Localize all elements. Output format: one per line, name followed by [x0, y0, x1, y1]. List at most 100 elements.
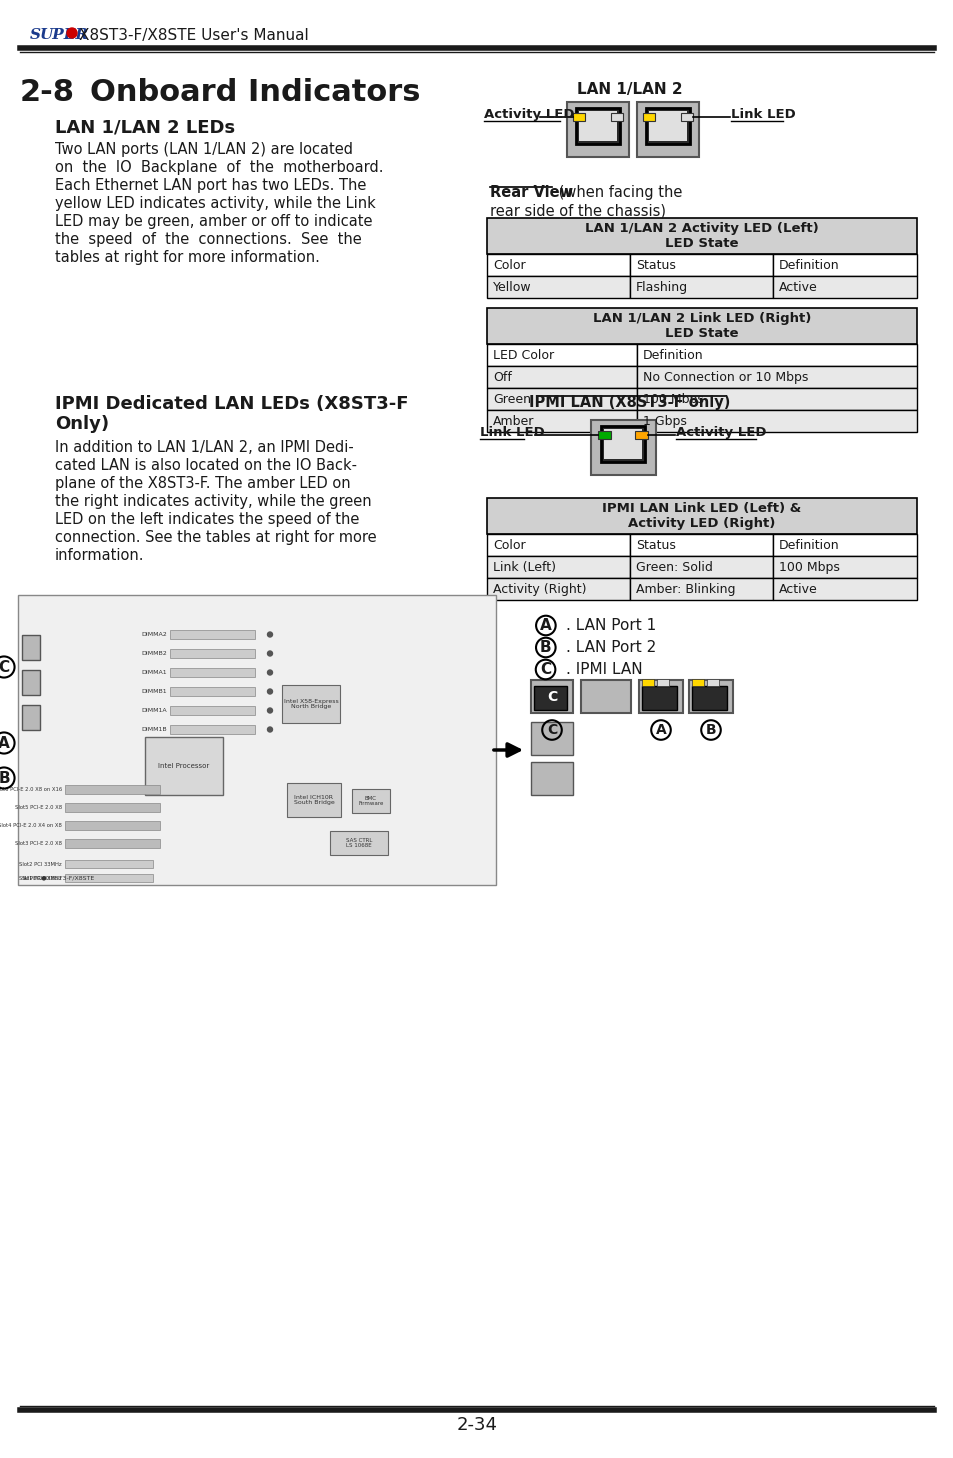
Bar — [648, 111, 686, 141]
Bar — [486, 308, 916, 344]
Text: Slot2 PCI 33MHz: Slot2 PCI 33MHz — [19, 862, 62, 866]
Bar — [576, 108, 619, 144]
Bar — [65, 873, 152, 882]
Bar — [330, 831, 388, 854]
Text: Definition: Definition — [642, 348, 703, 362]
Text: Link LED: Link LED — [730, 108, 795, 121]
Circle shape — [267, 671, 273, 675]
Text: IPMI LAN (X8ST3-F only): IPMI LAN (X8ST3-F only) — [529, 395, 730, 410]
Text: Intel Processor: Intel Processor — [158, 763, 210, 768]
Circle shape — [267, 728, 273, 732]
Text: . LAN Port 1: . LAN Port 1 — [565, 618, 656, 633]
Bar — [486, 410, 637, 432]
Text: Activity LED: Activity LED — [676, 426, 765, 439]
Bar — [18, 595, 496, 885]
Bar — [637, 366, 916, 388]
Bar — [629, 577, 772, 601]
Bar — [610, 114, 622, 121]
Bar — [531, 679, 573, 713]
Text: A: A — [655, 723, 666, 736]
Bar — [772, 254, 916, 276]
Text: Onboard Indicators: Onboard Indicators — [90, 77, 420, 106]
Bar — [688, 679, 732, 713]
Bar — [772, 276, 916, 297]
Text: DIMMB2: DIMMB2 — [141, 652, 167, 656]
Text: Slot1 PCI 33MHz: Slot1 PCI 33MHz — [19, 875, 62, 881]
Bar — [486, 577, 629, 601]
Text: Slot4 PCI-E 2.0 X4 on X8: Slot4 PCI-E 2.0 X4 on X8 — [0, 822, 62, 828]
Text: SAS CTRL
LS 1068E: SAS CTRL LS 1068E — [345, 837, 372, 849]
Bar — [600, 426, 644, 462]
Bar — [641, 687, 677, 710]
Bar — [706, 679, 719, 687]
Bar — [486, 366, 637, 388]
Text: C: C — [0, 659, 10, 675]
Bar — [637, 410, 916, 432]
Bar — [282, 685, 339, 723]
Text: Green: Green — [493, 392, 531, 405]
Bar — [486, 534, 629, 555]
Text: . IPMI LAN: . IPMI LAN — [565, 662, 642, 677]
Text: Yellow: Yellow — [493, 280, 531, 293]
Text: on  the  IO  Backplane  of  the  motherboard.: on the IO Backplane of the motherboard. — [55, 160, 383, 175]
Bar — [65, 860, 152, 868]
Text: Activity LED: Activity LED — [483, 108, 574, 121]
Bar — [486, 344, 637, 366]
Bar — [531, 722, 573, 755]
Text: LAN 1/LAN 2 LEDs: LAN 1/LAN 2 LEDs — [55, 118, 234, 136]
Text: cated LAN is also located on the IO Back-: cated LAN is also located on the IO Back… — [55, 458, 356, 472]
Bar — [352, 789, 390, 814]
Text: Amber: Blinking: Amber: Blinking — [636, 583, 735, 595]
Bar — [629, 276, 772, 297]
Text: 100 Mbps: 100 Mbps — [642, 392, 703, 405]
Bar — [287, 783, 340, 816]
Text: LED may be green, amber or off to indicate: LED may be green, amber or off to indica… — [55, 214, 372, 229]
Bar — [635, 432, 647, 439]
Text: In addition to LAN 1/LAN 2, an IPMI Dedi-: In addition to LAN 1/LAN 2, an IPMI Dedi… — [55, 440, 354, 455]
Bar — [486, 254, 629, 276]
Bar — [637, 388, 916, 410]
Text: 100 Mbps: 100 Mbps — [779, 560, 839, 573]
Text: UPER: UPER — [40, 28, 89, 42]
Bar — [691, 687, 726, 710]
Text: Two LAN ports (LAN 1/LAN 2) are located: Two LAN ports (LAN 1/LAN 2) are located — [55, 141, 353, 157]
Text: DIMM1B: DIMM1B — [141, 728, 167, 732]
Bar — [65, 838, 160, 849]
Bar — [65, 821, 160, 830]
Text: LED on the left indicates the speed of the: LED on the left indicates the speed of t… — [55, 512, 359, 526]
Text: connection. See the tables at right for more: connection. See the tables at right for … — [55, 531, 376, 545]
Text: Status: Status — [636, 538, 675, 551]
Circle shape — [267, 690, 273, 694]
Text: 2-8: 2-8 — [20, 77, 75, 106]
Text: IPMI LAN Link LED (Left) &
Activity LED (Right): IPMI LAN Link LED (Left) & Activity LED … — [601, 502, 801, 531]
Circle shape — [67, 28, 77, 38]
Text: . LAN Port 2: . LAN Port 2 — [565, 640, 656, 655]
Text: Slot3 PCI-E 2.0 X8: Slot3 PCI-E 2.0 X8 — [15, 841, 62, 846]
Text: Activity (Right): Activity (Right) — [493, 583, 586, 595]
Bar — [486, 555, 629, 577]
Text: DIMM1A: DIMM1A — [141, 709, 167, 713]
Bar — [772, 577, 916, 601]
Bar — [598, 432, 610, 439]
Bar — [639, 679, 682, 713]
Text: tables at right for more information.: tables at right for more information. — [55, 249, 319, 265]
Bar — [772, 534, 916, 555]
Bar — [170, 668, 254, 677]
Text: 1 Gbps: 1 Gbps — [642, 414, 686, 427]
Text: information.: information. — [55, 548, 144, 563]
Text: Intel X58-Express
North Bridge: Intel X58-Express North Bridge — [283, 698, 338, 710]
Text: Definition: Definition — [779, 538, 839, 551]
Text: Green: Solid: Green: Solid — [636, 560, 712, 573]
Bar — [22, 636, 40, 660]
Text: Only): Only) — [55, 416, 109, 433]
Circle shape — [267, 709, 273, 713]
Bar — [22, 671, 40, 695]
Text: Rear View: Rear View — [490, 185, 573, 200]
Bar — [531, 763, 573, 795]
Text: A: A — [0, 735, 10, 751]
Bar — [486, 388, 637, 410]
Bar — [486, 219, 916, 254]
Text: C: C — [546, 723, 557, 736]
Bar — [629, 254, 772, 276]
Text: B: B — [705, 723, 716, 736]
